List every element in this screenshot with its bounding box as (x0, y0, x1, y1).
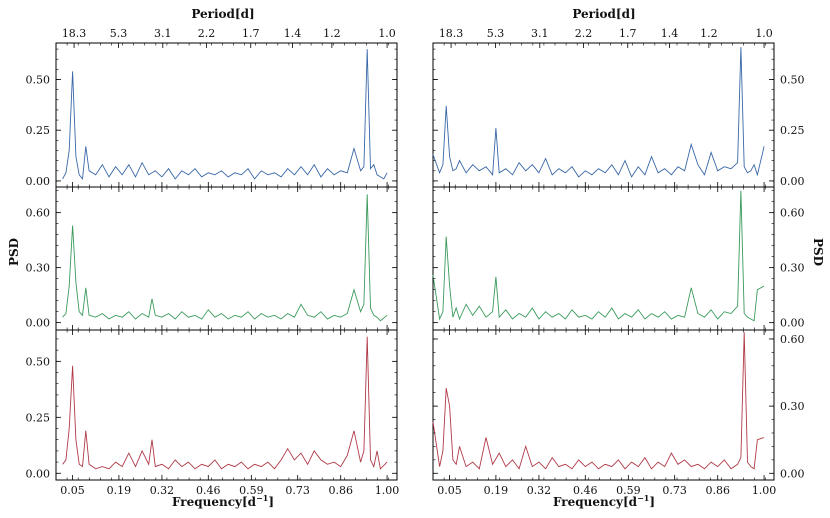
psd-series-line (432, 190, 765, 322)
y-tick-label: 0.00 (26, 467, 51, 480)
period-tick-label: 18.3 (62, 27, 87, 40)
panel-r1-c0: 0.00 0.30 0.60 (26, 186, 398, 331)
y-tick-label-right: 0.00 (780, 467, 805, 480)
x-tick-label: 0.46 (196, 484, 221, 497)
period-tick-label: 2.2 (575, 27, 593, 40)
y-tick-label: 0.25 (26, 411, 51, 424)
panels-layer: 18.3 5.3 3.1 2.2 1.7 1.4 1.2 1.00.000.250.5018.… (26, 27, 805, 497)
period-tick-label: 18.3 (439, 27, 464, 40)
x-tick-label: 0.73 (662, 484, 687, 497)
period-tick-label: 1.4 (284, 27, 302, 40)
x-tick-label: 0.86 (705, 484, 730, 497)
x-tick-label: 0.59 (616, 484, 641, 497)
y-tick-label: 0.00 (26, 175, 51, 188)
period-tick-label: 5.3 (487, 27, 505, 40)
x-tick-label: 0.19 (484, 484, 509, 497)
bottom-xlabel-right-main: Frequency[d (553, 495, 638, 509)
x-tick-label: 1.00 (375, 484, 400, 497)
period-tick-label: 1.0 (755, 27, 773, 40)
bottom-xlabel-right-close: ] (649, 495, 655, 509)
psd-series-line (62, 194, 388, 322)
panel-frame (55, 42, 398, 188)
y-tick-label-right: 0.50 (780, 74, 805, 87)
y-tick-label-right: 0.60 (780, 207, 805, 220)
period-tick-label: 2.2 (198, 27, 216, 40)
psd-series-line (432, 332, 765, 470)
y-tick-label: 0.60 (26, 207, 51, 220)
psd-series-line (432, 47, 765, 178)
y-tick-label: 0.50 (26, 355, 51, 368)
bottom-xlabel-left-main: Frequency[d (172, 495, 257, 509)
panel-r0-c0: 18.3 5.3 3.1 2.2 1.7 1.4 1.2 1.0 0.00 0.25 0.50 (26, 27, 398, 188)
y-tick-label-right: 0.60 (780, 333, 805, 346)
panel-frame (432, 42, 775, 188)
top-xlabel-left: Period[d] (191, 7, 254, 21)
y-tick-label: 0.30 (26, 262, 51, 275)
bottom-xlabel-left-sup: −1 (256, 493, 268, 503)
period-tick-label: 3.1 (154, 27, 172, 40)
top-xlabel-right: Period[d] (572, 7, 635, 21)
panel-frame (432, 186, 775, 331)
bottom-xlabel-right: Frequency[d−1] (553, 493, 655, 509)
x-tick-label: 0.59 (239, 484, 264, 497)
panel-frame (55, 186, 398, 331)
bottom-xlabel-left: Frequency[d−1] (172, 493, 274, 509)
panel-r0-c1: 18.3 5.3 3.1 2.2 1.7 1.4 1.2 1.0 0.00 0.25 0.50 (432, 27, 805, 188)
panel-frame (55, 329, 398, 481)
period-tick-label: 1.4 (661, 27, 679, 40)
x-tick-label: 0.73 (285, 484, 310, 497)
panel-r2-c1: 0.05 0.19 0.32 0.46 0.59 0.73 0.86 1.000.00 0.30… (432, 329, 805, 497)
psd-series-line (62, 336, 388, 470)
x-tick-label: 0.19 (107, 484, 132, 497)
period-tick-label: 1.2 (700, 27, 718, 40)
bottom-xlabel-right-sup: −1 (637, 493, 649, 503)
y-tick-label-right: 0.00 (780, 175, 805, 188)
panel-r2-c0: 0.05 0.19 0.32 0.46 0.59 0.73 0.86 1.00 0.00 0.25… (26, 329, 400, 497)
period-tick-label: 5.3 (110, 27, 128, 40)
x-tick-label: 0.86 (328, 484, 353, 497)
y-tick-label-right: 0.25 (780, 124, 805, 137)
period-tick-label: 1.7 (242, 27, 260, 40)
y-tick-label-right: 0.30 (780, 262, 805, 275)
x-tick-label: 0.05 (437, 484, 462, 497)
psd-series-line (62, 49, 388, 181)
ylabel-left: PSD (7, 238, 21, 266)
x-tick-label: 0.32 (150, 484, 175, 497)
panel-frame (432, 329, 775, 481)
y-tick-label: 0.50 (26, 74, 51, 87)
panel-r1-c1: 0.00 0.30 0.60 (432, 186, 805, 331)
ylabel-right: PSD (811, 238, 825, 266)
x-tick-label: 0.32 (527, 484, 552, 497)
x-tick-label: 0.05 (60, 484, 85, 497)
y-tick-label-right: 0.30 (780, 400, 805, 413)
bottom-xlabel-left-close: ] (268, 495, 274, 509)
period-tick-label: 3.1 (531, 27, 549, 40)
period-tick-label: 1.7 (619, 27, 637, 40)
y-tick-label-right: 0.00 (780, 317, 805, 330)
x-tick-label: 1.00 (752, 484, 777, 497)
y-tick-label: 0.25 (26, 124, 51, 137)
y-tick-label: 0.00 (26, 317, 51, 330)
period-tick-label: 1.0 (378, 27, 396, 40)
x-tick-label: 0.46 (573, 484, 598, 497)
period-tick-label: 1.2 (323, 27, 341, 40)
